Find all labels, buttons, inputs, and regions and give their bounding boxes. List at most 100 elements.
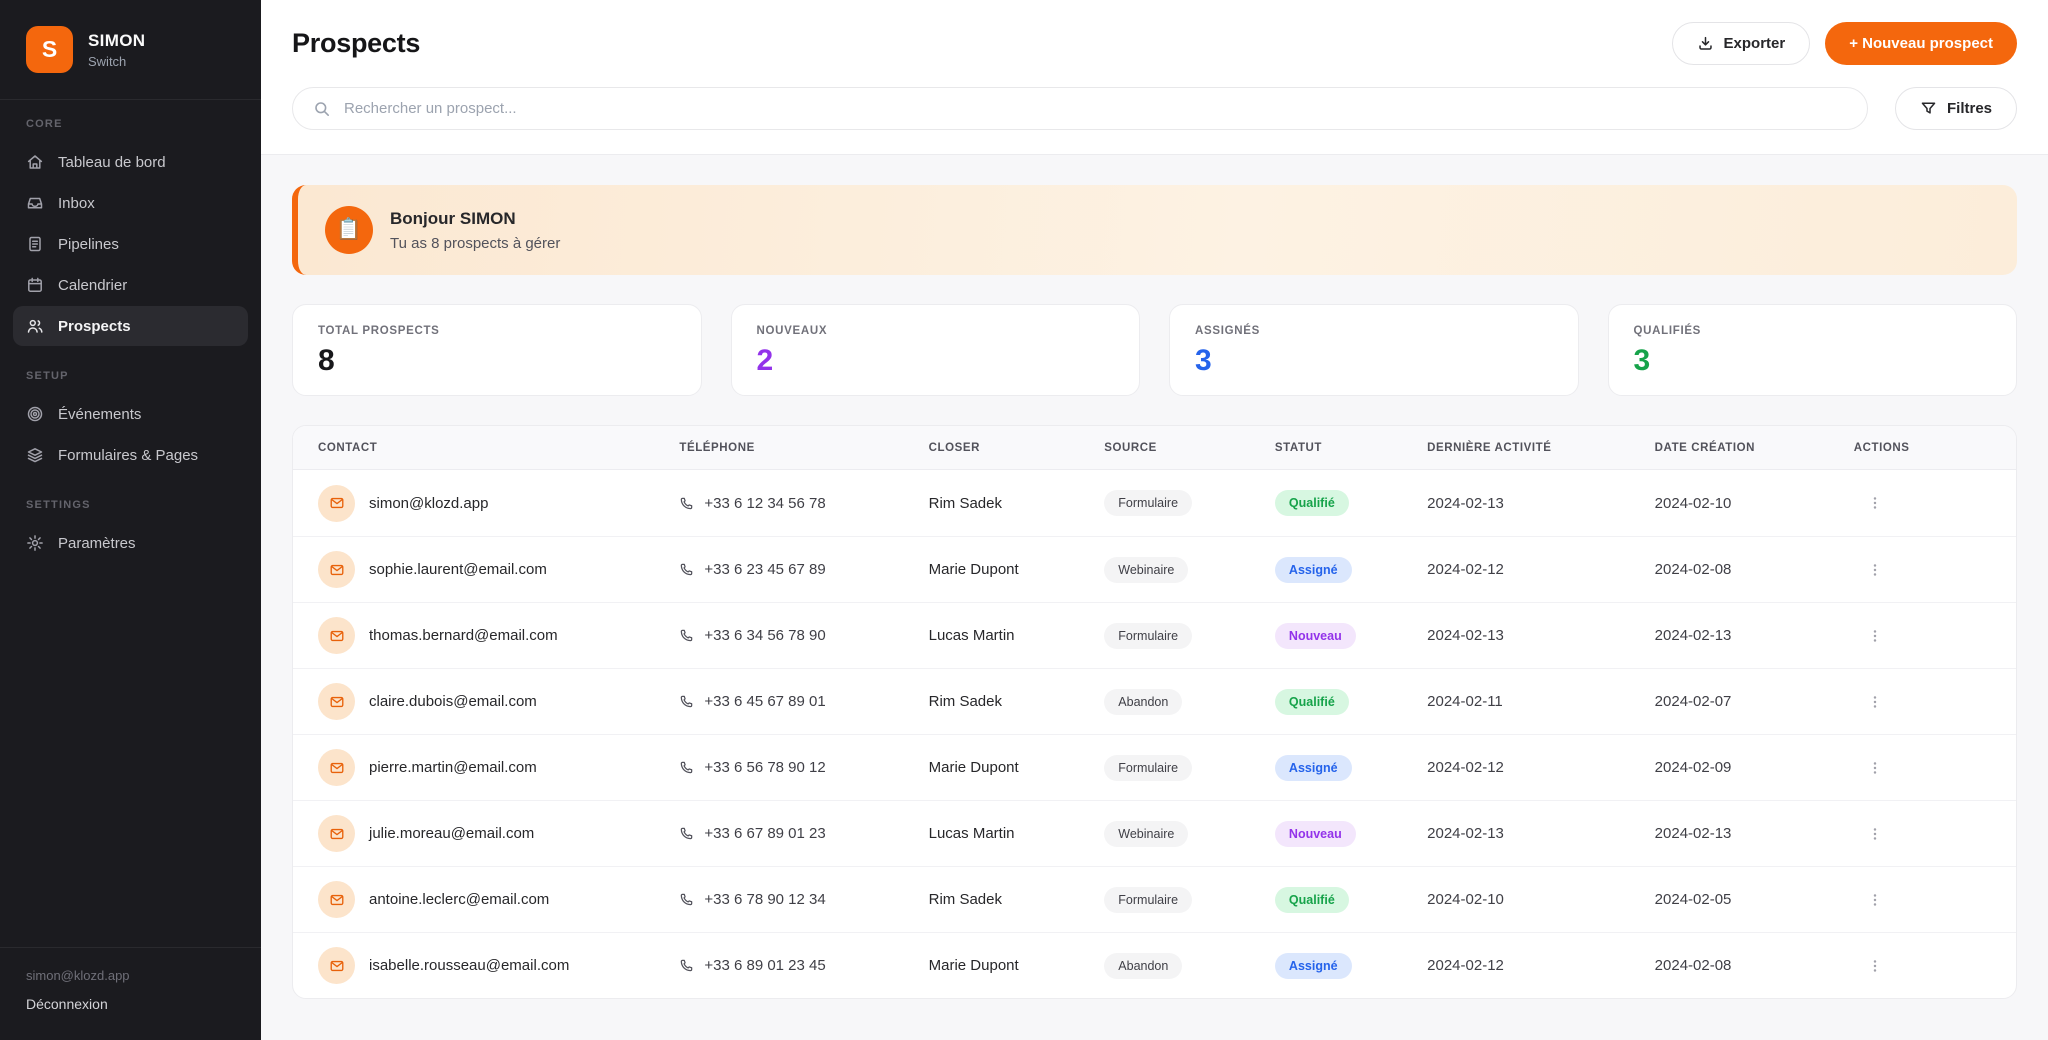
mail-icon [318,815,355,852]
stat-value: 3 [1633,344,1651,377]
contact-email: thomas.bernard@email.com [369,627,558,644]
inbox-icon [26,194,44,212]
mail-icon [318,947,355,984]
row-actions-button[interactable] [1860,753,1890,783]
row-actions-button[interactable] [1860,951,1890,981]
source-badge: Abandon [1104,688,1183,715]
stat-value: 2 [756,344,774,377]
mail-icon [318,683,355,720]
stat-card-assignes: ASSIGNÉS 3 [1169,304,1579,396]
sidebar-item-formulaires-pages[interactable]: Formulaires & Pages [13,435,248,475]
stat-label: QUALIFIÉS [1633,325,1702,337]
filters-button[interactable]: Filtres [1894,87,2017,130]
contact-email: claire.dubois@email.com [369,693,537,710]
phone-number: +33 6 34 56 78 90 [704,627,826,644]
phone-icon [679,562,694,577]
last-activity-date: 2024-02-12 [1427,561,1504,578]
phone-number: +33 6 56 78 90 12 [704,759,826,776]
sidebar-nav: CORE Tableau de bord Inbox Pipelines [0,100,261,947]
sidebar-item-prospects[interactable]: Prospects [13,306,248,346]
search-input[interactable] [344,100,1847,117]
phone-number: +33 6 12 34 56 78 [704,494,826,512]
stat-value: 3 [1195,344,1212,377]
phone-icon [679,496,694,511]
creation-date: 2024-02-13 [1654,627,1732,644]
row-actions-button[interactable] [1860,488,1890,518]
status-badge: Nouveau [1274,622,1356,649]
section-label-settings: SETTINGS [26,499,91,511]
sidebar-item-pipelines[interactable]: Pipelines [13,224,248,264]
sidebar-item-tableau-de-bord[interactable]: Tableau de bord [13,142,248,182]
logout-link[interactable]: Déconnexion [26,996,108,1012]
sidebar-item-label: Tableau de bord [58,153,166,171]
page-title: Prospects [292,28,421,58]
source-badge: Webinaire [1104,820,1189,847]
gear-icon [26,534,44,552]
table-row[interactable]: julie.moreau@email.com +33 6 67 89 01 23… [293,800,2016,866]
sidebar-item-label: Prospects [58,317,131,335]
contact-email: simon@klozd.app [369,494,489,512]
table-row[interactable]: isabelle.rousseau@email.com +33 6 89 01 … [293,932,2016,998]
topbar: Prospects Exporter + Nouveau prospect [261,0,2048,155]
table-row[interactable]: antoine.leclerc@email.com +33 6 78 90 12… [293,866,2016,932]
user-email: simon@klozd.app [26,968,130,983]
sidebar-footer: simon@klozd.app Déconnexion [0,947,261,1040]
sidebar-item-calendrier[interactable]: Calendrier [13,265,248,305]
phone-number: +33 6 78 90 12 34 [704,891,826,908]
sidebar-item-label: Événements [58,405,142,423]
table-row[interactable]: pierre.martin@email.com +33 6 56 78 90 1… [293,734,2016,800]
column-header-derniere-activite: DERNIÈRE ACTIVITÉ [1427,441,1552,454]
phone-number: +33 6 23 45 67 89 [704,561,826,578]
column-header-telephone: TÉLÉPHONE [679,441,755,454]
table-row[interactable]: thomas.bernard@email.com +33 6 34 56 78 … [293,602,2016,668]
content: 📋 Bonjour SIMON Tu as 8 prospects à gére… [261,155,2048,1040]
row-actions-button[interactable] [1860,687,1890,717]
stat-value: 8 [318,344,335,377]
source-badge: Formulaire [1104,886,1193,913]
brand-logo: S [26,26,73,73]
row-actions-button[interactable] [1860,621,1890,651]
phone-number: +33 6 45 67 89 01 [704,693,826,710]
mail-icon [318,881,355,918]
column-header-statut: STATUT [1274,441,1323,454]
last-activity-date: 2024-02-12 [1427,759,1504,776]
status-badge: Assigné [1274,952,1352,979]
table-row[interactable]: simon@klozd.app +33 6 12 34 56 78 Rim Sa… [293,470,2016,536]
sidebar-item-evenements[interactable]: Événements [13,394,248,434]
stat-card-qualifies: QUALIFIÉS 3 [1607,304,2017,396]
phone-number: +33 6 89 01 23 45 [704,957,826,974]
status-badge: Assigné [1274,556,1352,583]
status-badge: Qualifié [1274,886,1349,913]
closer-name: Lucas Martin [928,825,1015,842]
stats-row: TOTAL PROSPECTS 8 NOUVEAUX 2 ASSIGNÉS 3 … [292,304,2017,396]
clipboard-icon: 📋 [325,206,373,254]
row-actions-button[interactable] [1860,555,1890,585]
contact-email: julie.moreau@email.com [369,825,535,842]
search-icon [313,100,331,118]
status-badge: Assigné [1274,754,1352,781]
calendar-icon [26,276,44,294]
sidebar: S SIMON Switch CORE Tableau de bord Inbo… [0,0,261,1040]
target-icon [26,405,44,423]
download-icon [1697,35,1714,52]
row-actions-button[interactable] [1860,885,1890,915]
creation-date: 2024-02-05 [1654,891,1732,908]
creation-date: 2024-02-08 [1654,561,1732,578]
table-body: simon@klozd.app +33 6 12 34 56 78 Rim Sa… [293,470,2016,998]
column-header-actions: ACTIONS [1853,441,1910,454]
status-badge: Qualifié [1274,688,1349,715]
creation-date: 2024-02-13 [1654,825,1732,842]
greeting-subtitle: Tu as 8 prospects à gérer [390,234,561,252]
layers-icon [26,446,44,464]
column-header-closer: CLOSER [928,441,980,454]
table-row[interactable]: claire.dubois@email.com +33 6 45 67 89 0… [293,668,2016,734]
last-activity-date: 2024-02-13 [1427,825,1504,842]
table-row[interactable]: sophie.laurent@email.com +33 6 23 45 67 … [293,536,2016,602]
sidebar-item-inbox[interactable]: Inbox [13,183,248,223]
export-button[interactable]: Exporter [1671,22,1811,65]
phone-icon [679,892,694,907]
search-box[interactable] [292,87,1868,130]
new-prospect-button[interactable]: + Nouveau prospect [1825,22,2017,65]
sidebar-item-parametres[interactable]: Paramètres [13,523,248,563]
row-actions-button[interactable] [1860,819,1890,849]
